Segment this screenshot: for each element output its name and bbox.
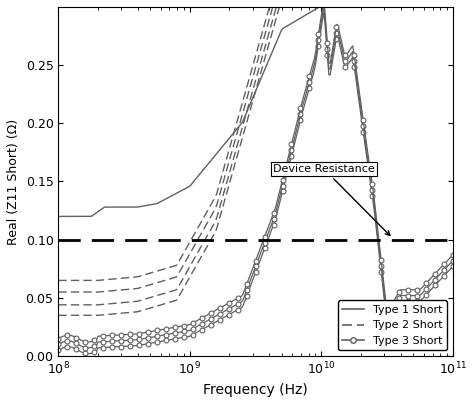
Text: Device Resistance: Device Resistance xyxy=(273,164,390,236)
Legend: Type 1 Short, Type 2 Short, Type 3 Short: Type 1 Short, Type 2 Short, Type 3 Short xyxy=(337,301,447,351)
Y-axis label: Real (Z11 Short) (Ω): Real (Z11 Short) (Ω) xyxy=(7,118,20,244)
X-axis label: Frequency (Hz): Frequency (Hz) xyxy=(203,383,308,397)
